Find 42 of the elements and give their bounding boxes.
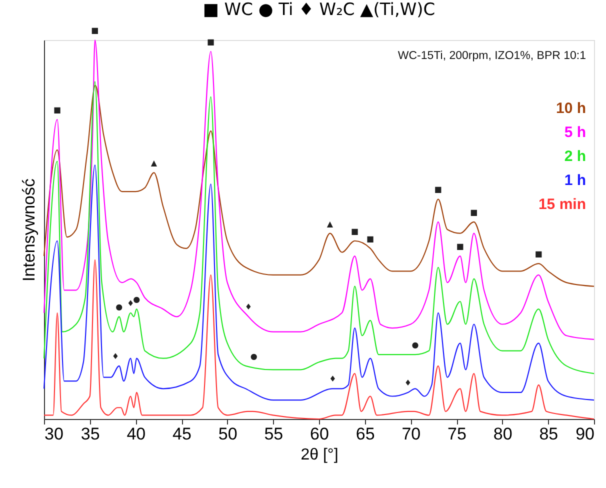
x-tick-label: 60 [310, 424, 329, 444]
annotation: ● [116, 302, 123, 312]
x-tick-label: 35 [80, 424, 100, 444]
annotation: ■ [456, 242, 464, 252]
annotation: ■ [434, 185, 442, 194]
x-tick-label: 80 [493, 424, 512, 444]
annotation: ♦ [244, 302, 252, 312]
x-tick-label: 40 [126, 424, 146, 444]
annotation: ♦ [127, 298, 134, 308]
x-tick-label: 85 [539, 424, 558, 444]
x-tick-label: 70 [402, 424, 421, 444]
annotation: ■ [366, 234, 374, 244]
text: 1 h [564, 172, 586, 189]
annotation: ♦ [404, 378, 412, 388]
annotation: ♦ [112, 352, 120, 361]
x-tick-label: 65 [356, 424, 375, 444]
annotation: ■ [54, 106, 62, 115]
x-tick-label: 75 [448, 424, 466, 444]
annotation: ■ [470, 208, 478, 217]
x-tick-label: 45 [172, 424, 192, 444]
annotation: ■ [534, 250, 542, 259]
x-tick-label: 90 [576, 424, 594, 444]
x-axis-title: 2θ [°] [300, 446, 338, 464]
chart-title: ■ WC ● Ti ♦ W₂C ▲(Ti,W)C [202, 0, 436, 20]
annotation: ■ [91, 26, 99, 35]
text: 5 h [564, 124, 586, 141]
text: 2 h [564, 148, 586, 165]
annotation: ■ [350, 226, 359, 236]
x-tick-label: 30 [44, 424, 64, 444]
annotation: ● [412, 340, 419, 350]
text: 15 min [538, 196, 586, 213]
annotation: ■ [207, 37, 215, 46]
annotation: ♦ [329, 374, 336, 384]
y-axis-title: Intensywność [20, 178, 38, 282]
x-tick-label: 50 [218, 424, 238, 444]
annotation: ● [133, 295, 140, 304]
x-tick-label: 55 [264, 424, 284, 444]
annotation: ▲ [150, 158, 158, 168]
annotation: ▲ [326, 219, 334, 228]
annotation: WC-15Ti, 200rpm, IZO1%, BPR 10:1 [398, 50, 586, 62]
annotation: ● [250, 352, 258, 361]
text: 10 h [556, 100, 586, 117]
